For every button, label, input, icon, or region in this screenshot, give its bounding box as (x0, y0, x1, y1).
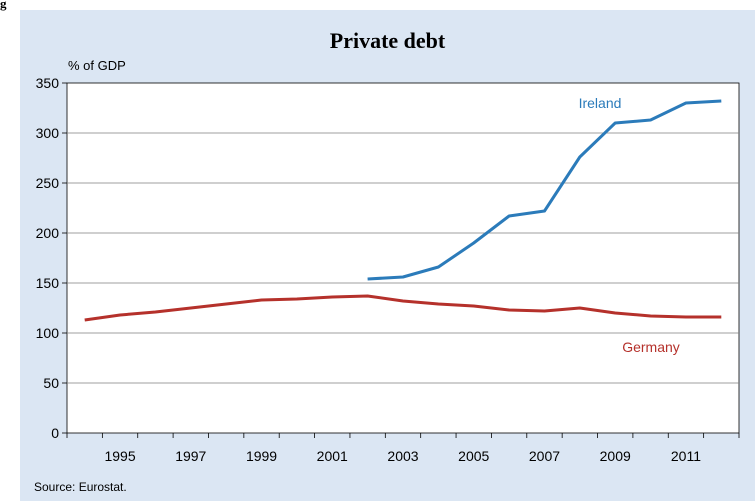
gridlines (67, 132, 739, 384)
y-tick-label: 300 (36, 125, 60, 141)
series-label-germany: Germany (622, 339, 680, 355)
plot-area (66, 82, 740, 434)
x-tick-label: 2007 (529, 448, 560, 464)
y-tick-label: 100 (36, 325, 60, 341)
x-tick-label: 2009 (600, 448, 631, 464)
source-note: Source: Eurostat. (34, 480, 127, 494)
series-labels: Ireland Germany (579, 95, 680, 355)
y-tick-label: 200 (36, 225, 60, 241)
y-tick-label: 0 (51, 425, 59, 441)
y-tick-label: 50 (43, 375, 59, 391)
x-tick-label: 1995 (104, 448, 135, 464)
x-tick-label: 2001 (317, 448, 348, 464)
y-axis-label: % of GDP (68, 58, 126, 73)
figure-label: g (0, 0, 7, 11)
y-axis: 0 50 100 150 200 250 300 350 (36, 75, 67, 441)
x-tick-label: 2011 (671, 448, 701, 464)
y-tick-label: 350 (36, 75, 60, 91)
x-tick-label: 2005 (458, 448, 489, 464)
chart-title: Private debt (329, 28, 446, 53)
y-tick-label: 150 (36, 275, 60, 291)
series-group (84, 99, 722, 322)
x-tick-label: 1997 (175, 448, 206, 464)
x-tick-label: 1999 (246, 448, 277, 464)
x-tick-label: 2003 (387, 448, 418, 464)
series-line-ireland (367, 99, 722, 281)
x-axis: 1995 1997 1999 2001 2003 2005 2007 2009 2011 (66, 433, 740, 464)
series-label-ireland: Ireland (579, 95, 622, 111)
series-line-germany (84, 294, 722, 322)
y-tick-label: 250 (36, 175, 60, 191)
